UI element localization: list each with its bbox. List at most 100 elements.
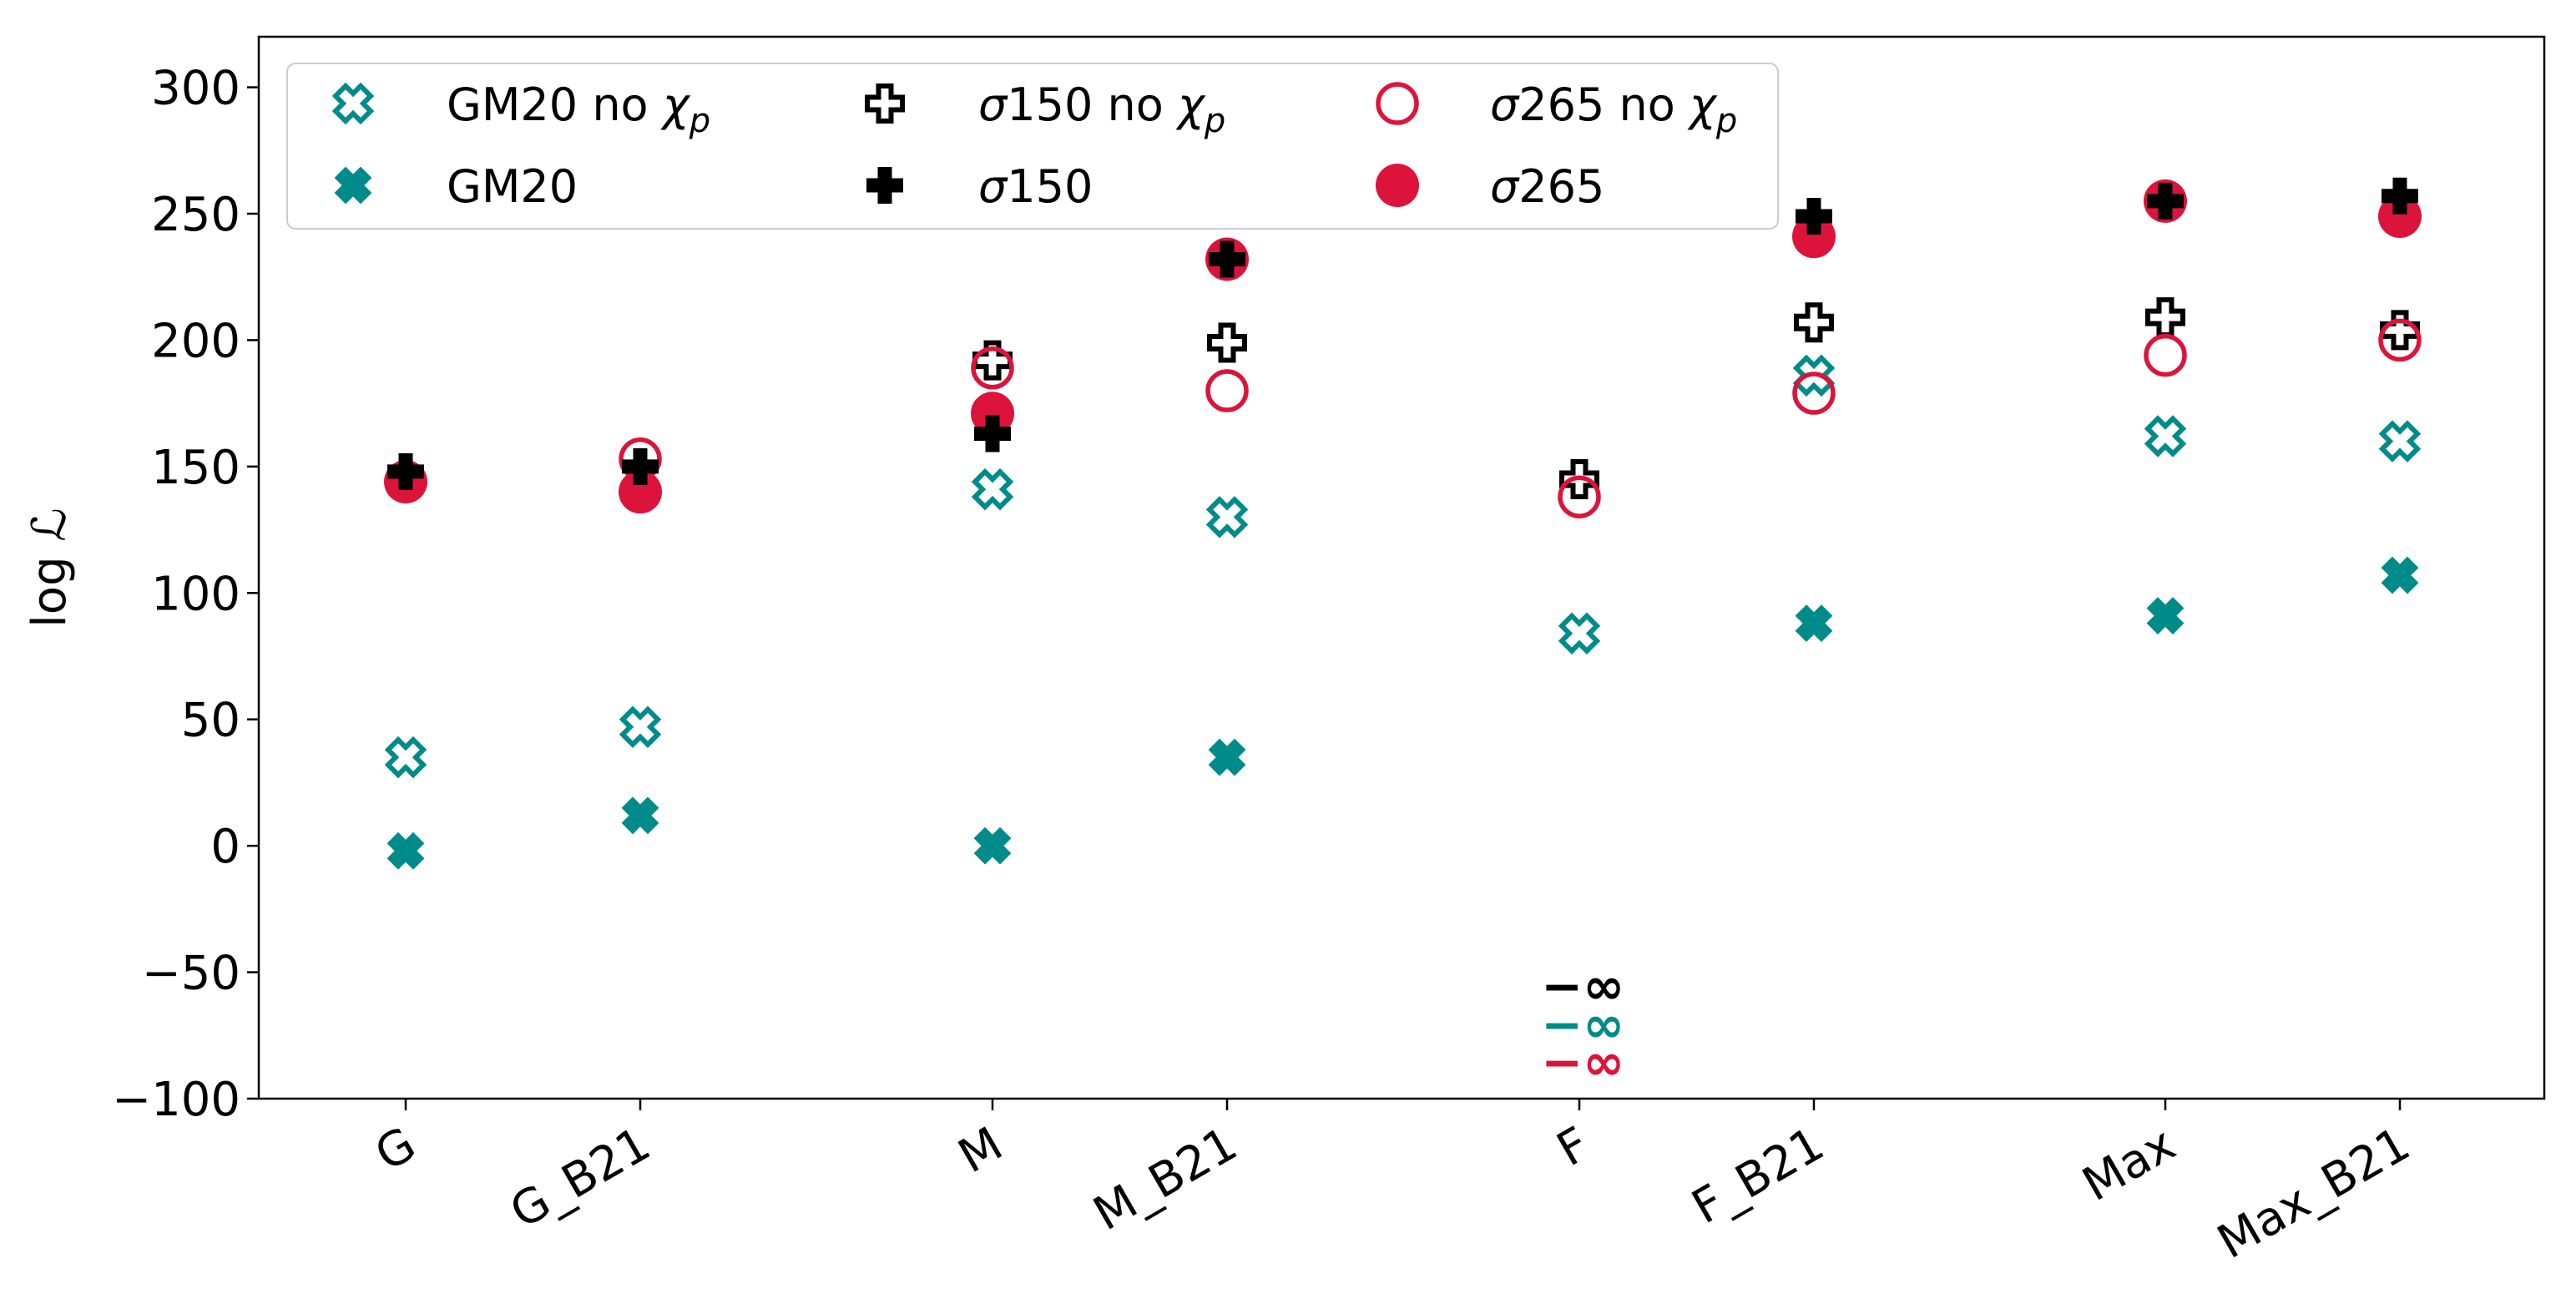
marker-plus-filled-shape xyxy=(622,447,659,485)
data-points xyxy=(384,177,2422,870)
marker-x-open-shape xyxy=(1558,612,1601,655)
marker-x-filled-shape xyxy=(621,796,659,835)
data-point-circle-open-f-b21 xyxy=(1792,372,1836,415)
y-tick-label: −100 xyxy=(112,1073,240,1127)
data-point-plus-filled-g xyxy=(387,452,424,490)
data-point-circle-filled-m xyxy=(971,392,1014,436)
legend-label-main: GM20 no xyxy=(447,78,663,131)
data-point-plus-open-f-b21 xyxy=(1794,302,1834,343)
marker-x-filled-shape xyxy=(2146,597,2185,634)
y-tick-label: −50 xyxy=(142,947,240,1001)
legend-item-plus-open: σ150 no χp xyxy=(865,78,1225,140)
legend-item-plus-filled: σ150 xyxy=(866,160,1093,213)
marker-circle-filled-shape xyxy=(619,470,662,514)
data-point-plus-filled-g-b21 xyxy=(622,447,659,485)
legend-item-x-open: GM20 no χp xyxy=(331,78,710,140)
data-point-x-filled-m-b21 xyxy=(1208,738,1246,776)
annotation-minus-infinity: −∞ xyxy=(1541,958,1624,1016)
legend-label-plus-filled: σ150 xyxy=(978,160,1093,213)
legend-marker-x-filled xyxy=(334,166,372,205)
data-point-x-open-g-b21 xyxy=(619,705,662,749)
legend-marker-x-open xyxy=(331,82,375,125)
y-axis-label: log ℒ xyxy=(23,508,77,628)
data-point-x-open-m-b21 xyxy=(1205,496,1249,538)
data-point-plus-filled-max xyxy=(2147,182,2184,220)
data-point-plus-filled-m-b21 xyxy=(1209,240,1245,278)
data-point-circle-open-m xyxy=(971,346,1014,390)
legend-label-chi: χ xyxy=(1687,78,1718,131)
marker-x-open-shape xyxy=(1205,496,1249,538)
data-point-x-open-max xyxy=(2144,415,2187,457)
marker-circle-filled-shape xyxy=(2378,195,2422,239)
legend-label-circle-filled: σ265 xyxy=(1490,160,1604,213)
data-point-circle-open-f xyxy=(1558,475,1601,518)
data-point-circle-open-m-b21 xyxy=(1205,369,1249,412)
marker-circle-open-shape xyxy=(1558,475,1601,518)
y-tick-label: 300 xyxy=(151,62,240,116)
marker-plus-filled-shape xyxy=(2147,182,2184,220)
legend-label-sub: p xyxy=(689,102,710,140)
x-tick-label: F_B21 xyxy=(1683,1117,1833,1235)
data-point-x-filled-max xyxy=(2146,597,2185,634)
marker-x-filled-shape xyxy=(386,831,425,870)
data-point-circle-open-max-b21 xyxy=(2378,318,2422,362)
marker-x-open-shape xyxy=(384,735,427,779)
legend-label-main: GM20 xyxy=(447,160,578,213)
annotation-minus-infinity: −∞ xyxy=(1541,996,1624,1054)
data-point-x-filled-g-b21 xyxy=(621,796,659,835)
data-point-plus-open-m-b21 xyxy=(1207,322,1247,363)
marker-x-filled-shape xyxy=(973,826,1012,865)
data-point-x-filled-f-b21 xyxy=(1795,604,1833,643)
marker-plus-open-shape xyxy=(2145,297,2185,338)
data-point-circle-filled-g-b21 xyxy=(619,470,662,514)
marker-x-open-shape xyxy=(619,705,662,749)
marker-circle-open-shape xyxy=(1792,372,1836,415)
marker-plus-filled-shape xyxy=(2382,177,2418,215)
annotations: −∞−∞−∞ xyxy=(1541,958,1624,1092)
marker-plus-filled-shape xyxy=(866,167,903,204)
data-point-plus-filled-f-b21 xyxy=(1796,198,1832,235)
legend-label-main: 265 xyxy=(1518,160,1604,213)
marker-circle-open-shape xyxy=(971,346,1014,390)
data-point-x-filled-m xyxy=(973,826,1012,865)
marker-plus-open-shape xyxy=(1794,302,1834,343)
legend-label-x-open: GM20 no χp xyxy=(447,78,710,140)
data-point-x-open-max-b21 xyxy=(2378,420,2422,463)
x-tick-label: G xyxy=(366,1117,425,1182)
y-tick-label: 200 xyxy=(151,314,240,368)
marker-circle-filled-shape xyxy=(1792,215,1836,259)
marker-circle-filled-shape xyxy=(1376,164,1419,207)
marker-plus-open-shape xyxy=(972,340,1013,381)
legend-label-circle-open: σ265 no χp xyxy=(1490,78,1737,140)
marker-circle-filled-shape xyxy=(971,392,1014,436)
x-tick-label: M_B21 xyxy=(1084,1117,1246,1241)
marker-plus-filled-shape xyxy=(1796,198,1832,235)
legend-label-main: 150 xyxy=(1007,160,1093,213)
y-tick-label: 150 xyxy=(151,441,240,495)
legend-label-sigma: σ xyxy=(978,160,1008,213)
marker-circle-open-shape xyxy=(2144,333,2187,377)
data-point-plus-open-max-b21 xyxy=(2380,310,2420,351)
marker-plus-filled-shape xyxy=(1209,240,1245,278)
data-point-plus-open-m xyxy=(972,340,1013,381)
data-point-circle-filled-f-b21 xyxy=(1792,215,1836,259)
legend-marker-circle-filled xyxy=(1376,164,1419,207)
marker-x-open-shape xyxy=(2378,420,2422,463)
legend-label-sigma: σ xyxy=(1490,160,1520,213)
x-tick-label: G_B21 xyxy=(502,1117,659,1240)
data-point-circle-filled-max-b21 xyxy=(2378,195,2422,239)
x-tick-label: Max_B21 xyxy=(2209,1117,2419,1270)
legend-marker-circle-open xyxy=(1376,82,1419,125)
marker-x-open-shape xyxy=(971,468,1014,511)
legend-label-chi: χ xyxy=(1175,78,1206,131)
marker-x-filled-shape xyxy=(334,166,372,205)
x-tick-label: F xyxy=(1548,1117,1599,1177)
legend-marker-plus-open xyxy=(865,83,905,124)
data-point-x-open-g xyxy=(384,735,427,779)
marker-circle-open-shape xyxy=(1376,82,1419,125)
x-tick-label: M xyxy=(950,1117,1012,1184)
y-tick-label: 100 xyxy=(151,567,240,621)
marker-x-open-shape xyxy=(2144,415,2187,457)
